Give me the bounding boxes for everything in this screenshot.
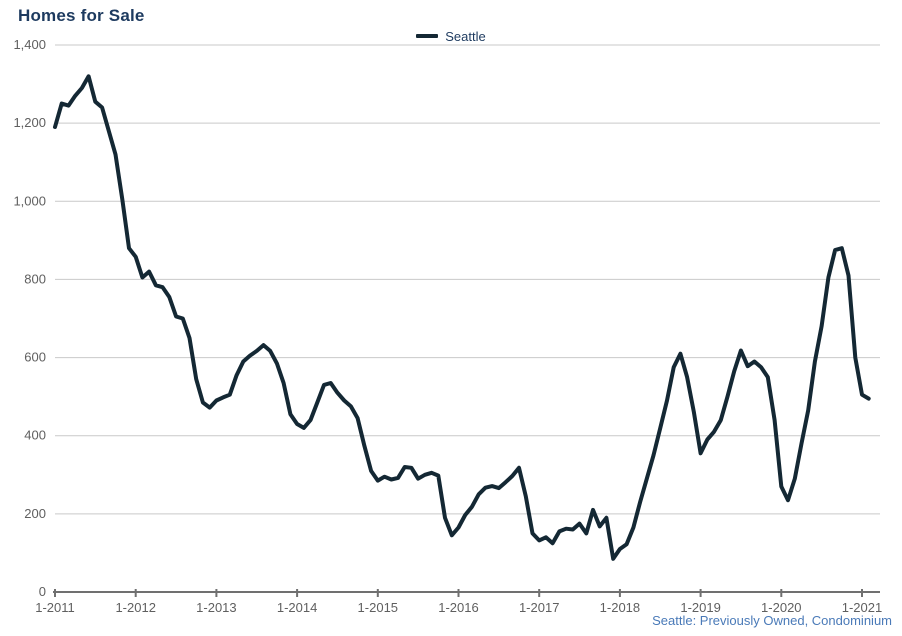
y-axis-label-800: 800 xyxy=(24,271,46,286)
x-axis-label-1-2021: 1-2021 xyxy=(842,600,882,615)
x-axis-label-1-2011: 1-2011 xyxy=(35,600,75,615)
seattle-series-line xyxy=(53,74,871,561)
y-axis-label-200: 200 xyxy=(24,506,46,521)
x-axis-label-1-2016: 1-2016 xyxy=(438,600,478,615)
x-axis-label-1-2014: 1-2014 xyxy=(277,600,317,615)
chart-title: Homes for Sale xyxy=(18,6,145,25)
x-axis-label-1-2020: 1-2020 xyxy=(761,600,801,615)
chart-footnote: Seattle: Previously Owned, Condominium xyxy=(652,613,892,628)
x-axis-label-1-2017: 1-2017 xyxy=(519,600,559,615)
y-axis-label-0: 0 xyxy=(39,584,46,599)
x-axis-label-1-2013: 1-2013 xyxy=(196,600,236,615)
y-axis-label-600: 600 xyxy=(24,350,46,365)
x-axis-label-1-2019: 1-2019 xyxy=(680,600,720,615)
y-axis-label-1400: 1,400 xyxy=(13,37,46,52)
x-axis-label-1-2018: 1-2018 xyxy=(600,600,640,615)
chart-legend: Seattle xyxy=(0,28,902,44)
y-axis-label-400: 400 xyxy=(24,428,46,443)
y-axis-label-1000: 1,000 xyxy=(13,193,46,208)
y-axis-label-1200: 1,200 xyxy=(13,115,46,130)
x-axis-label-1-2015: 1-2015 xyxy=(358,600,398,615)
seattle-series-label: Seattle xyxy=(445,28,486,44)
x-axis-label-1-2012: 1-2012 xyxy=(115,600,155,615)
seattle-series-swatch-icon xyxy=(416,34,439,38)
